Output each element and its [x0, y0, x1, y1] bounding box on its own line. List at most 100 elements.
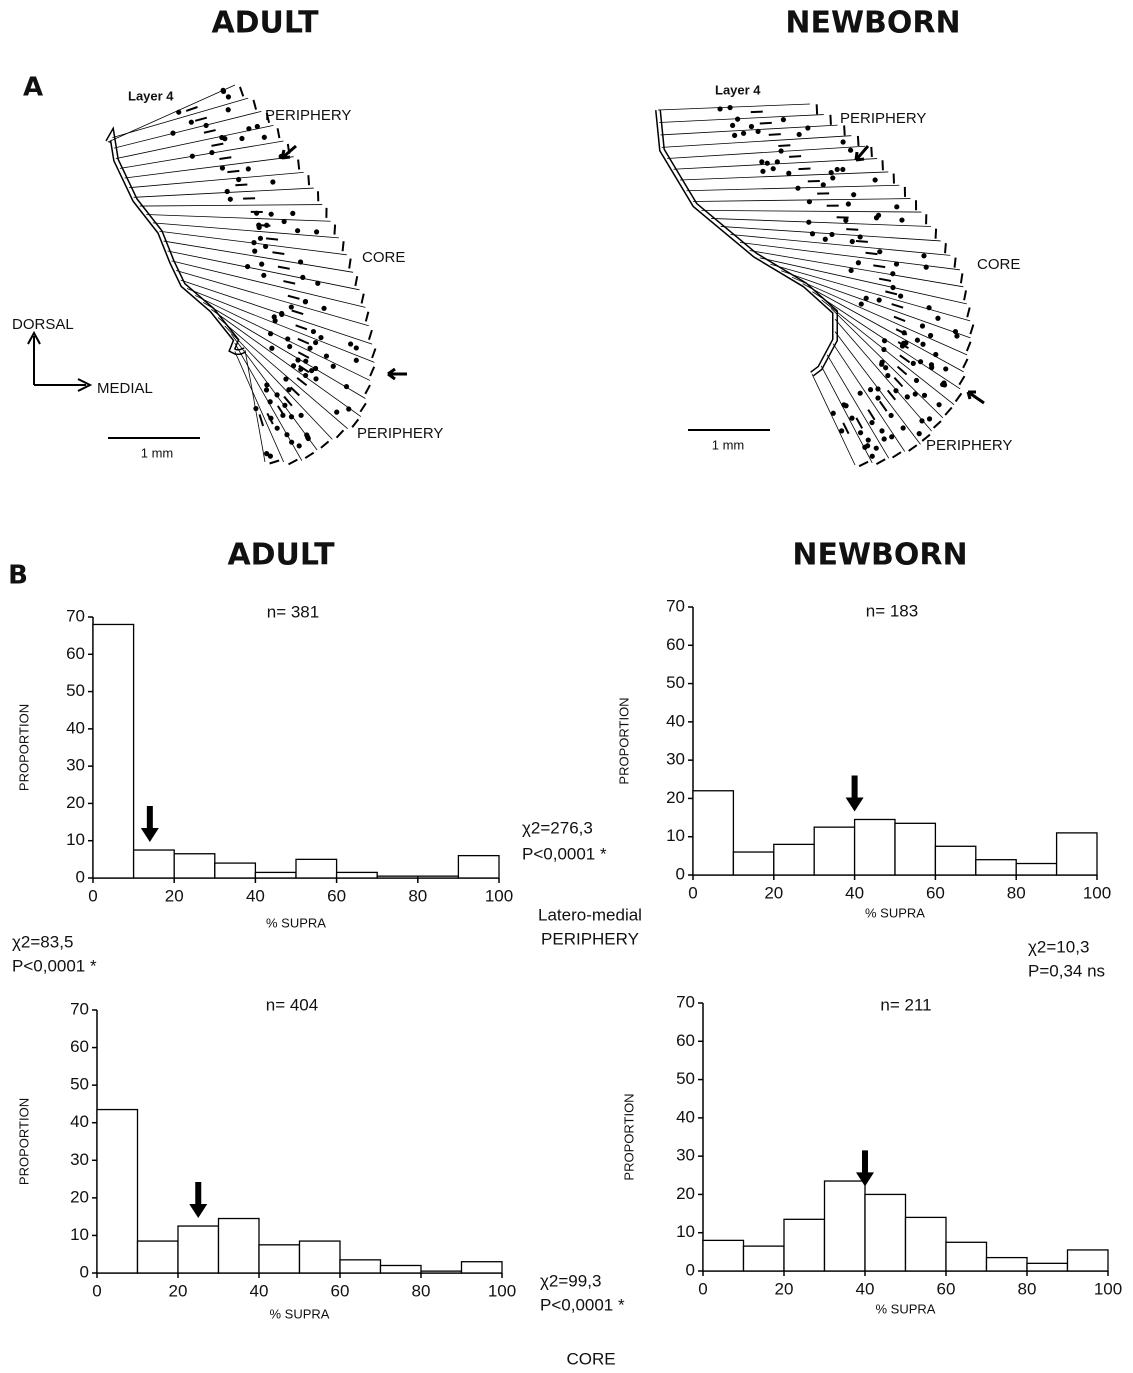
outer-dash — [891, 451, 902, 459]
cell-dot — [170, 130, 176, 136]
x-axis-label: % SUPRA — [865, 905, 925, 920]
radial-line — [661, 135, 852, 148]
cell-dot — [263, 387, 270, 393]
outer-dash — [304, 451, 315, 459]
orientation-arrows — [27, 330, 93, 392]
cell-dot — [917, 359, 924, 365]
x-axis-label: % SUPRA — [876, 1301, 936, 1316]
cell-dot — [245, 166, 251, 172]
bar — [295, 858, 338, 879]
layer-dash — [855, 417, 864, 429]
cell-dot — [313, 376, 319, 382]
cell-dot — [876, 297, 882, 303]
cell-dot — [890, 284, 896, 291]
layer-dash — [296, 377, 308, 387]
cell-dot — [343, 383, 350, 390]
cell-dot — [916, 431, 922, 437]
layer-dash — [899, 354, 911, 364]
cell-dot — [919, 323, 926, 329]
cell-dot — [843, 403, 849, 409]
radial-line — [163, 240, 354, 273]
bar — [904, 1216, 947, 1272]
layer-dash — [878, 277, 892, 282]
layer-dash — [893, 315, 906, 323]
cell-dot — [873, 445, 879, 451]
bar — [864, 1193, 907, 1272]
cell-dot — [313, 229, 320, 235]
cell-dot — [809, 231, 816, 237]
cell-dot — [849, 415, 855, 421]
arrow — [387, 367, 407, 381]
outer-dash — [360, 293, 365, 304]
cell-dot — [270, 179, 276, 185]
layer-dash — [258, 414, 265, 427]
outer-dash — [921, 433, 931, 442]
cell-dot — [318, 334, 324, 341]
outer-dash — [962, 358, 969, 369]
radial-line — [217, 317, 348, 429]
cell-dot — [282, 402, 288, 408]
outer-dash — [351, 418, 360, 428]
cell-dot — [834, 166, 840, 173]
cell-dot — [820, 182, 826, 188]
radial-line — [152, 222, 339, 239]
cell-dot — [224, 188, 230, 195]
bar — [173, 853, 216, 879]
outer-dash — [944, 406, 953, 416]
cell-dot — [879, 361, 885, 367]
cell-dot — [257, 235, 264, 241]
bar — [985, 1256, 1028, 1272]
x-axis-label: % SUPRA — [270, 1306, 330, 1321]
chart-title: n= 381 — [267, 602, 319, 621]
cell-dot — [912, 391, 918, 397]
layer-dash — [283, 280, 296, 285]
cell-dot — [330, 363, 336, 369]
cell-dot — [288, 304, 294, 310]
radial-line — [659, 114, 824, 123]
radial-line — [171, 260, 366, 308]
cell-dot — [267, 453, 273, 459]
y-tick-label: 60 — [66, 644, 85, 663]
cell-dot — [952, 328, 959, 335]
cell-dot — [289, 439, 295, 445]
bar — [298, 1240, 341, 1274]
cell-dot — [261, 134, 267, 140]
layer-dash — [211, 142, 224, 147]
radial-line — [781, 270, 971, 339]
axis-direction: DORSAL — [12, 316, 74, 333]
cell-dot — [921, 253, 927, 259]
outer-dash — [369, 366, 376, 377]
cell-dot — [740, 130, 747, 136]
radial-line — [701, 210, 922, 213]
layer-dash — [768, 133, 781, 136]
outer-dash — [286, 143, 291, 154]
y-tick-label: 50 — [666, 673, 685, 692]
radial-line — [692, 198, 911, 202]
y-tick-label: 0 — [80, 1262, 89, 1281]
bar — [742, 1245, 785, 1272]
cell-dot — [267, 399, 273, 405]
layer-dash — [778, 144, 791, 147]
cell-dot — [901, 330, 907, 336]
cell-dot — [303, 358, 309, 364]
y-tick-label: 20 — [70, 1187, 89, 1206]
cell-dot — [910, 360, 916, 366]
cortex-drawing — [655, 103, 975, 468]
radial-line — [759, 257, 967, 305]
cell-dot — [274, 425, 280, 431]
x-tick-label: 20 — [764, 883, 783, 902]
y-axis-label: PROPORTION — [16, 1098, 31, 1185]
y-tick-label: 10 — [676, 1222, 695, 1241]
cell-dot — [188, 119, 194, 125]
y-tick-label: 70 — [666, 596, 685, 615]
cell-dot — [869, 419, 875, 426]
region-label: PERIPHERY — [265, 107, 351, 124]
cell-dot — [883, 365, 889, 371]
outer-dash — [966, 307, 971, 318]
row-label: PERIPHERY — [541, 929, 639, 948]
radial-line — [791, 276, 968, 356]
outer-dash — [934, 228, 938, 239]
layer-dash — [789, 155, 802, 158]
y-tick-label: 40 — [676, 1107, 695, 1126]
y-tick-label: 0 — [76, 867, 85, 886]
